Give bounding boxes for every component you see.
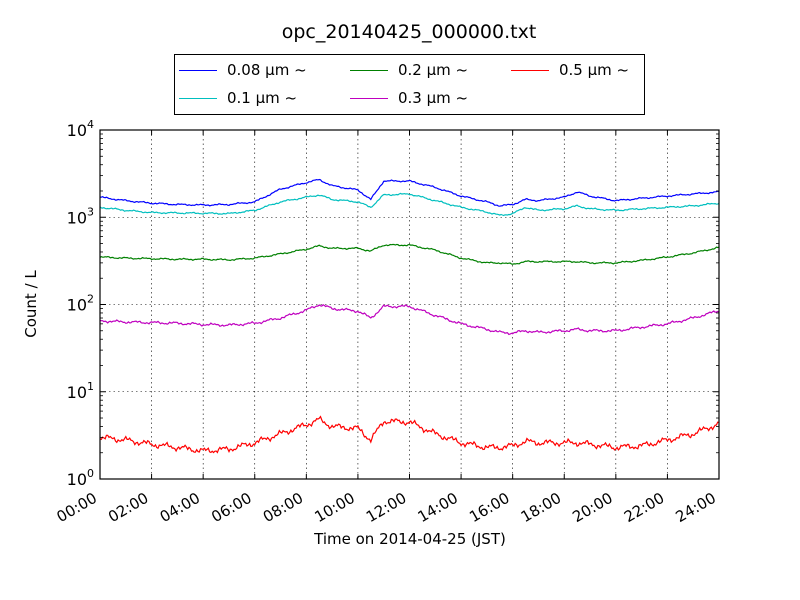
legend-label-0-08um: 0.08 μm ~ [227, 61, 307, 79]
y-axis-label: Count / L [22, 270, 40, 338]
chart-legend: 0.08 μm ~ 0.1 μm ~ 0.2 μm ~ 0.3 μm ~ 0.5… [174, 54, 645, 115]
legend-label-0-5um: 0.5 μm ~ [559, 61, 630, 79]
legend-item-0-08um: 0.08 μm ~ [179, 61, 307, 79]
y-tick-label: 102 [67, 293, 94, 315]
legend-item-0-1um: 0.1 μm ~ [179, 89, 297, 107]
series-layer [99, 178, 720, 454]
y-tick-label: 104 [67, 118, 94, 140]
legend-swatch-0-3um [350, 97, 388, 99]
tick-layer: 00:00 02:00 04:00 06:00 08:00 10:00 12:00 14:00… [54, 118, 720, 526]
series-line-3 [99, 304, 720, 336]
legend-label-0-3um: 0.3 μm ~ [398, 89, 469, 107]
chart-title: opc_20140425_000000.txt [282, 21, 537, 43]
x-axis-label: Time on 2014-04-25 (JST) [313, 530, 506, 548]
series-line-2 [99, 243, 720, 265]
legend-label-0-1um: 0.1 μm ~ [227, 89, 298, 107]
legend-swatch-0-2um [350, 69, 388, 71]
y-tick-label: 100 [67, 467, 94, 489]
legend-item-0-2um: 0.2 μm ~ [350, 61, 468, 79]
series-line-4 [99, 415, 720, 454]
legend-item-0-5um: 0.5 μm ~ [511, 61, 629, 79]
y-tick-label: 101 [67, 380, 94, 402]
legend-swatch-0-5um [511, 69, 549, 71]
series-line-1 [99, 192, 720, 217]
series-line-0 [99, 178, 720, 207]
legend-item-0-3um: 0.3 μm ~ [350, 89, 468, 107]
y-tick-label: 103 [67, 205, 94, 227]
legend-swatch-0-1um [179, 97, 217, 99]
legend-swatch-0-08um [179, 69, 217, 71]
legend-label-0-2um: 0.2 μm ~ [398, 61, 469, 79]
